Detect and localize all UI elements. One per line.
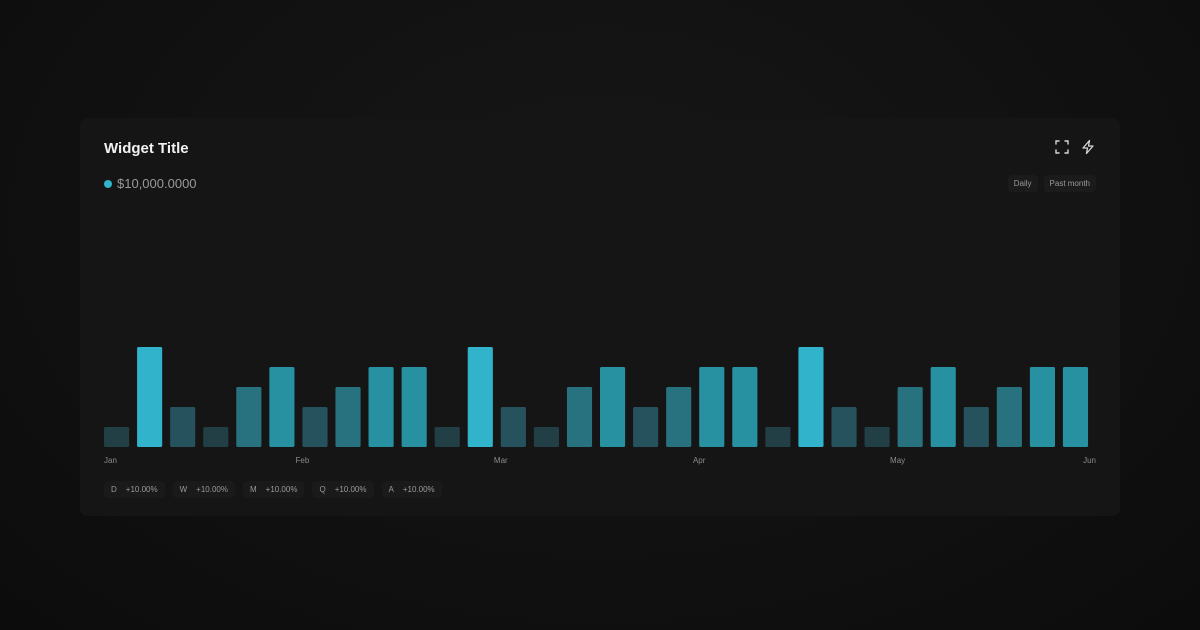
x-tick-label: Apr	[693, 456, 706, 465]
filter-group: Daily Past month	[1007, 175, 1096, 192]
bar-1[interactable]	[104, 427, 130, 447]
chip-label: Q	[319, 485, 326, 494]
widget-actions	[1054, 139, 1096, 155]
chip-quarterly: Q +10.00%	[312, 481, 374, 498]
change-chips: D +10.00% W +10.00% M +10.00% Q +10.00% …	[104, 481, 442, 498]
bar-chart: Jan Feb Mar Apr May Jun	[104, 347, 1096, 465]
widget-title: Widget Title	[104, 140, 189, 157]
chip-label: M	[249, 485, 257, 494]
filter-past-month[interactable]: Past month	[1043, 175, 1096, 192]
widget-card: Widget Title $10,000.0000 Daily Past mon…	[80, 118, 1120, 516]
bar-21[interactable]	[765, 427, 791, 447]
x-tick-label: Jun	[1083, 456, 1096, 465]
bar-27[interactable]	[963, 407, 989, 447]
widget-value: $10,000.0000	[117, 176, 197, 191]
chip-label: D	[111, 485, 117, 494]
bar-9[interactable]	[368, 367, 394, 447]
filter-daily[interactable]: Daily	[1007, 175, 1038, 192]
bar-11[interactable]	[434, 427, 460, 447]
bar-14[interactable]	[533, 427, 559, 447]
bar-4[interactable]	[203, 427, 229, 447]
bar-28[interactable]	[996, 387, 1022, 447]
bar-15[interactable]	[566, 387, 593, 447]
chip-change: +10.00%	[196, 485, 228, 494]
chip-weekly: W +10.00%	[172, 481, 235, 498]
bar-8[interactable]	[335, 387, 361, 447]
bar-20[interactable]	[732, 367, 758, 447]
bar-12[interactable]	[467, 347, 493, 447]
lightning-icon[interactable]	[1080, 139, 1096, 155]
chip-label: W	[179, 485, 188, 494]
chip-label: A	[388, 485, 394, 494]
bar-19[interactable]	[699, 367, 725, 447]
bar-23[interactable]	[831, 407, 857, 447]
x-tick-label: Feb	[296, 456, 310, 465]
bar-5[interactable]	[236, 387, 262, 447]
bar-16[interactable]	[600, 367, 626, 447]
bar-17[interactable]	[633, 407, 659, 447]
bar-7[interactable]	[302, 407, 328, 447]
chip-daily: D +10.00%	[104, 481, 165, 498]
bar-25[interactable]	[897, 387, 923, 447]
bar-26[interactable]	[930, 367, 956, 447]
x-tick-label: Jan	[104, 456, 117, 465]
bar-30[interactable]	[1062, 367, 1089, 447]
bar-10[interactable]	[401, 367, 427, 447]
x-tick-label: Mar	[494, 456, 508, 465]
chip-monthly: M +10.00%	[242, 481, 305, 498]
chip-change: +10.00%	[265, 485, 298, 494]
chip-change: +10.00%	[402, 485, 435, 494]
chip-change: +10.00%	[125, 485, 158, 494]
series-dot	[104, 179, 112, 188]
expand-icon[interactable]	[1054, 139, 1070, 155]
bar-6[interactable]	[269, 367, 295, 447]
bar-13[interactable]	[500, 407, 526, 447]
bar-18[interactable]	[666, 387, 692, 447]
value-row: $10,000.0000	[104, 176, 197, 191]
chip-annual: A +10.00%	[381, 481, 442, 498]
bar-29[interactable]	[1029, 367, 1055, 447]
bar-3[interactable]	[170, 407, 196, 447]
bar-2[interactable]	[137, 347, 163, 447]
bar-24[interactable]	[864, 427, 890, 447]
bar-22[interactable]	[798, 347, 824, 447]
chip-change: +10.00%	[334, 485, 367, 494]
x-tick-label: May	[890, 456, 905, 465]
